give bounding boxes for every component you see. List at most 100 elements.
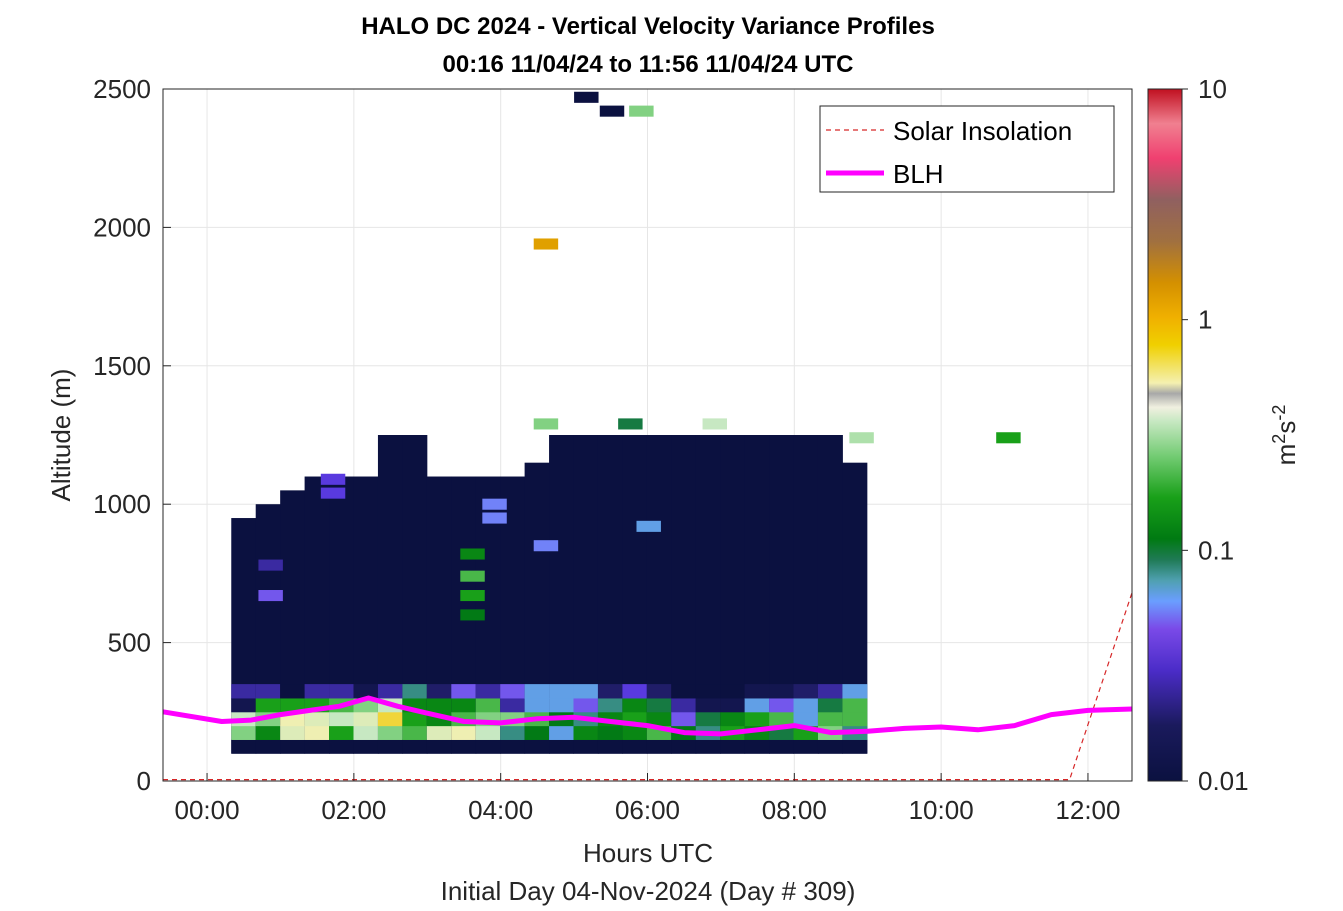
colorbar-tick-label: 10 <box>1198 74 1227 104</box>
x-axis-sublabel: Initial Day 04-Nov-2024 (Day # 309) <box>441 876 856 906</box>
heatmap-cell <box>426 684 452 699</box>
heatmap-cell <box>255 739 281 754</box>
heatmap-cell <box>573 739 599 754</box>
heatmap-cell <box>255 697 281 713</box>
x-tick-label: 04:00 <box>468 795 533 825</box>
heatmap-cell <box>460 548 485 560</box>
heatmap-cell <box>599 105 625 117</box>
legend-blh-label: BLH <box>893 159 944 189</box>
heatmap-cell <box>402 739 428 754</box>
heatmap-cell <box>231 725 257 740</box>
heatmap-cell <box>353 725 379 740</box>
solar-insolation-line <box>163 592 1133 781</box>
heatmap-cell <box>793 697 819 713</box>
heatmap-cell <box>231 697 257 713</box>
x-tick-label: 08:00 <box>762 795 827 825</box>
legend: Solar Insolation BLH <box>819 105 1115 193</box>
heatmap-cell <box>769 739 795 754</box>
heatmap-cell <box>475 739 501 754</box>
heatmap-cell <box>353 684 379 699</box>
heatmap-cell <box>329 739 354 754</box>
heatmap-cell <box>533 418 559 430</box>
heatmap-cell <box>353 739 379 754</box>
heatmap-cell <box>451 725 477 740</box>
heatmap-cell <box>402 725 428 740</box>
heatmap-cell <box>671 739 697 754</box>
heatmap-cell <box>817 739 843 754</box>
heatmap-cell <box>817 711 843 727</box>
heatmap-cell <box>524 697 550 713</box>
y-axis-label: Altitude (m) <box>46 369 76 502</box>
heatmap-cell <box>475 725 501 740</box>
series-lines <box>162 592 1133 781</box>
heatmap-cell <box>304 684 330 699</box>
heatmap-cell <box>258 559 283 571</box>
heatmap-cell <box>402 684 428 699</box>
heatmap-cell <box>524 684 550 699</box>
x-tick-label: 02:00 <box>321 795 386 825</box>
heatmap-cell <box>549 739 575 754</box>
heatmap-cell <box>695 711 721 727</box>
x-tick-label: 10:00 <box>909 795 974 825</box>
x-tick-label: 06:00 <box>615 795 680 825</box>
heatmap-cell <box>744 739 770 754</box>
heatmap-cell <box>329 725 354 740</box>
heatmap-cell <box>769 684 795 699</box>
heatmap-cell <box>258 590 283 602</box>
x-axis-ticks: 00:00 02:00 04:00 06:00 08:00 10:00 12:00 <box>175 773 1120 825</box>
heatmap-cell <box>769 711 795 727</box>
heatmap-cell <box>549 697 575 713</box>
legend-box <box>819 105 1115 193</box>
heatmap-cell <box>231 739 257 754</box>
heatmap-cell <box>500 684 526 699</box>
heatmap-cell <box>377 725 403 740</box>
heatmap-cell <box>702 418 728 430</box>
heatmap-cell <box>842 684 868 699</box>
heatmap-cell <box>622 739 648 754</box>
heatmap-cell <box>744 711 770 727</box>
heatmap-cell <box>500 697 526 713</box>
y-tick-label: 0 <box>137 766 151 796</box>
x-tick-label: 12:00 <box>1055 795 1120 825</box>
heatmap-cell <box>402 711 428 727</box>
heatmap-cell <box>377 711 403 727</box>
heatmap-cell <box>720 711 746 727</box>
heatmap-cell <box>769 697 795 713</box>
blh-line <box>162 695 1133 737</box>
heatmap-cell <box>353 711 379 727</box>
heatmap-cell <box>460 570 485 582</box>
heatmap-cell <box>842 711 868 727</box>
x-tick-label: 00:00 <box>175 795 240 825</box>
heatmap-cell <box>231 684 257 699</box>
heatmap-cell <box>646 711 672 727</box>
heatmap-cell <box>482 512 507 524</box>
heatmap-cell <box>629 105 654 117</box>
heatmap-cell <box>304 725 330 740</box>
heatmap-cell <box>646 684 672 699</box>
heatmap-cell <box>646 739 672 754</box>
y-tick-label: 1000 <box>93 489 151 519</box>
colorbar-ticks: 0.01 0.1 1 10 <box>1182 74 1249 796</box>
y-tick-label: 1500 <box>93 351 151 381</box>
chart-title-line1: HALO DC 2024 - Vertical Velocity Varianc… <box>361 13 935 40</box>
heatmap-cell <box>533 238 559 250</box>
heatmap-cell <box>622 697 648 713</box>
heatmap-cell <box>573 697 599 713</box>
heatmap-cell <box>524 725 550 740</box>
heatmap-cell <box>793 684 819 699</box>
heatmap-cell <box>329 711 354 727</box>
heatmap-cell <box>720 739 746 754</box>
heatmap-cell <box>451 739 477 754</box>
heatmap-cell <box>817 684 843 699</box>
heatmap-cell <box>460 609 485 621</box>
heatmap-cell <box>597 725 623 740</box>
heatmap-cell <box>329 684 354 699</box>
heatmap-cell <box>817 697 843 713</box>
heatmap-cell <box>597 739 623 754</box>
heatmap-cell <box>574 91 599 103</box>
heatmap-cell <box>842 697 868 713</box>
heatmap-cell <box>304 739 330 754</box>
heatmap-cell <box>255 725 281 740</box>
y-tick-label: 2500 <box>93 74 151 104</box>
heatmap-cell <box>720 684 746 699</box>
